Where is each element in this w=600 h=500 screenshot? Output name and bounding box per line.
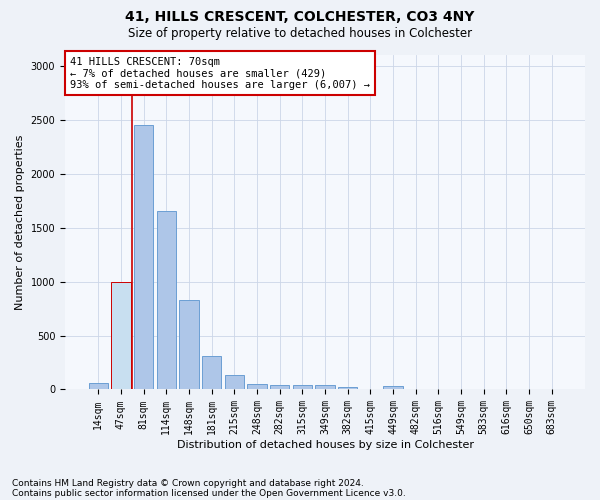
Text: Contains HM Land Registry data © Crown copyright and database right 2024.: Contains HM Land Registry data © Crown c… bbox=[12, 478, 364, 488]
Bar bbox=[179, 300, 199, 390]
Y-axis label: Number of detached properties: Number of detached properties bbox=[15, 134, 25, 310]
Text: 41, HILLS CRESCENT, COLCHESTER, CO3 4NY: 41, HILLS CRESCENT, COLCHESTER, CO3 4NY bbox=[125, 10, 475, 24]
Text: Size of property relative to detached houses in Colchester: Size of property relative to detached ho… bbox=[128, 28, 472, 40]
Bar bbox=[224, 376, 244, 390]
Bar bbox=[202, 356, 221, 390]
Bar bbox=[157, 212, 176, 390]
Bar bbox=[89, 383, 108, 390]
Bar bbox=[338, 387, 358, 390]
Text: Contains public sector information licensed under the Open Government Licence v3: Contains public sector information licen… bbox=[12, 488, 406, 498]
Bar bbox=[112, 282, 131, 390]
Bar bbox=[134, 125, 153, 390]
Bar bbox=[247, 384, 266, 390]
Bar bbox=[316, 385, 335, 390]
Bar bbox=[270, 384, 289, 390]
X-axis label: Distribution of detached houses by size in Colchester: Distribution of detached houses by size … bbox=[176, 440, 473, 450]
Text: 41 HILLS CRESCENT: 70sqm
← 7% of detached houses are smaller (429)
93% of semi-d: 41 HILLS CRESCENT: 70sqm ← 7% of detache… bbox=[70, 56, 370, 90]
Bar bbox=[383, 386, 403, 390]
Bar bbox=[293, 384, 312, 390]
